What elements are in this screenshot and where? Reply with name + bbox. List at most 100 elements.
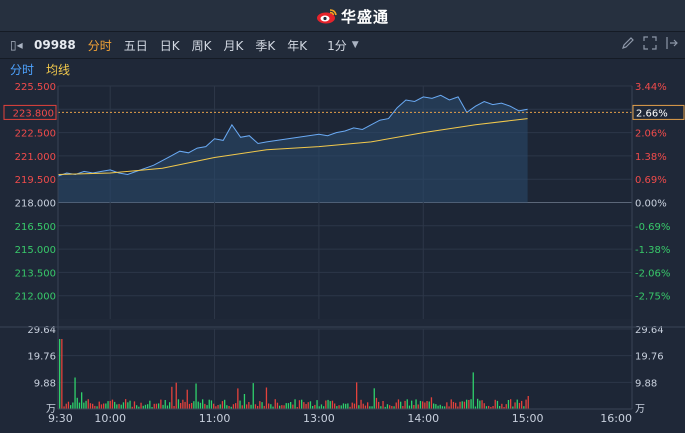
volume-bar (411, 400, 413, 409)
volume-bar (457, 406, 459, 409)
volume-bar (510, 399, 512, 409)
volume-bar (397, 399, 400, 409)
volume-bar (296, 407, 298, 409)
volume-bar (215, 406, 217, 409)
price-tick-label: 221.000 (15, 152, 56, 163)
volume-bar (518, 402, 521, 409)
volume-bar (307, 402, 309, 409)
volume-bar (276, 402, 279, 409)
expand-icon[interactable] (665, 36, 679, 50)
volume-bar (523, 406, 525, 409)
volume-bar (241, 405, 243, 409)
tab-timeshare[interactable]: 分时 (87, 38, 112, 53)
volume-bar (452, 401, 455, 409)
volume-bar (193, 401, 195, 409)
volume-bar (265, 387, 268, 409)
volume-bar (455, 402, 457, 409)
collapse-sidebar-icon[interactable]: ▯◂ (10, 38, 23, 52)
volume-bar (164, 400, 166, 409)
price-tick-label: 213.500 (15, 268, 56, 279)
volume-tick-label: 19.76 (635, 352, 664, 363)
volume-bar (85, 400, 87, 409)
volume-bar (485, 406, 488, 409)
volume-bar (488, 405, 490, 409)
volume-bar (404, 400, 406, 409)
volume-bar (235, 403, 237, 409)
volume-bar (474, 406, 477, 409)
volume-bar (301, 399, 303, 409)
volume-bar (186, 389, 188, 409)
volume-bar (389, 405, 391, 409)
volume-bar (74, 377, 76, 409)
subtab-average-line[interactable]: 均线 (46, 62, 71, 77)
current-percent-box (632, 104, 685, 120)
volume-bar (516, 399, 518, 409)
volume-bar (512, 406, 514, 409)
tab-monthly-k[interactable]: 月K (223, 38, 244, 53)
volume-bar (527, 396, 529, 409)
weibo-like-eye-logo (317, 9, 337, 24)
volume-bar (364, 405, 367, 409)
fullscreen-icon[interactable] (643, 36, 657, 50)
volume-bar (514, 402, 516, 409)
volume-bar (419, 400, 422, 409)
tab-weekly-k[interactable]: 周K (191, 38, 212, 53)
volume-bar (375, 397, 378, 409)
volume-bar (254, 404, 257, 409)
volume-bar (472, 372, 474, 409)
volume-bar (477, 398, 479, 409)
volume-bar (501, 403, 503, 409)
tab-five-day[interactable]: 五日 (123, 38, 148, 53)
volume-bar (320, 404, 323, 409)
volume-tick-label: 29.64 (27, 325, 56, 336)
volume-bar (199, 402, 202, 409)
volume-bar (87, 399, 89, 409)
volume-bar (281, 405, 283, 409)
interval-select[interactable]: 1分 ▼ (327, 37, 359, 54)
volume-bar (430, 397, 433, 409)
volume-bar (94, 405, 96, 409)
volume-bar (180, 403, 182, 409)
volume-bar (345, 403, 347, 409)
volume-bar (446, 402, 448, 409)
tab-quarterly-k[interactable]: 季K (255, 38, 276, 53)
subtab-timeshare[interactable]: 分时 (10, 62, 35, 77)
tab-daily-k[interactable]: 日K (159, 38, 180, 53)
volume-bar (391, 406, 393, 409)
volume-bar (358, 405, 360, 409)
volume-bar (252, 383, 254, 409)
volume-bar (428, 401, 430, 409)
volume-bar (151, 407, 153, 409)
volume-bar (483, 403, 485, 409)
volume-bar (100, 404, 103, 409)
volume-bar (259, 401, 261, 409)
volume-bar (274, 399, 276, 409)
volume-bar (83, 402, 85, 409)
volume-bar (325, 400, 327, 409)
volume-tick-label: 19.76 (27, 352, 56, 363)
volume-bar (153, 403, 155, 409)
volume-bar (239, 400, 241, 409)
stock-code: 09988 (34, 38, 76, 52)
volume-bar (437, 405, 439, 409)
volume-bar (78, 402, 81, 409)
volume-bar (298, 400, 301, 409)
pencil-icon[interactable] (621, 36, 635, 50)
intraday-chart-svg[interactable]: 225.5003.44%224.0002.75%222.5002.06%221.… (0, 79, 685, 429)
volume-bar (305, 404, 307, 409)
volume-panel-bg (58, 329, 632, 409)
volume-bar (367, 402, 369, 409)
volume-bar (96, 406, 98, 409)
volume-bar (89, 403, 92, 409)
volume-bar (494, 399, 496, 409)
indicator-tabs: 分时 均线 (0, 59, 685, 79)
volume-bar (243, 394, 246, 409)
percent-tick-label: -2.75% (635, 292, 670, 303)
tab-yearly-k[interactable]: 年K (287, 38, 308, 53)
volume-bar (466, 399, 468, 409)
volume-bar (140, 402, 142, 409)
volume-bar (340, 405, 342, 409)
volume-tick-label: 9.88 (635, 378, 657, 389)
volume-bar (323, 406, 325, 409)
volume-bar (98, 401, 100, 409)
